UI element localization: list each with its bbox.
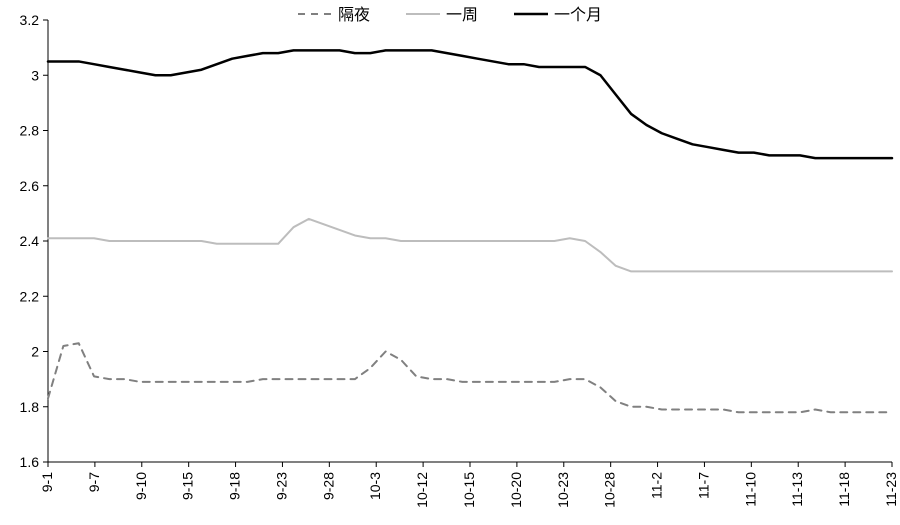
x-tick-label: 11-2	[649, 472, 665, 499]
legend: 隔夜 一周 一个月	[298, 6, 602, 24]
x-tick-label: 10-28	[602, 472, 618, 508]
y-tick-label: 2.6	[20, 178, 40, 194]
y-tick-label: 2.8	[20, 123, 40, 139]
x-tick-label: 10-3	[367, 472, 383, 500]
y-tick-label: 1.6	[20, 454, 40, 470]
x-tick-label: 11-18	[836, 472, 852, 507]
x-tick-label: 9-10	[133, 472, 149, 500]
line-chart: 1.61.822.22.42.62.833.29-19-79-109-159-1…	[0, 0, 900, 525]
y-tick-label: 2.2	[20, 288, 40, 304]
y-tick-label: 3	[31, 67, 39, 83]
x-tick-label: 11-7	[695, 472, 711, 499]
x-tick-label: 11-13	[789, 472, 805, 507]
legend-label: 隔夜	[338, 6, 370, 24]
x-tick-label: 9-18	[227, 472, 243, 500]
x-tick-label: 9-7	[86, 472, 102, 492]
legend-label: 一个月	[554, 6, 602, 24]
x-tick-label: 11-23	[883, 472, 899, 507]
x-tick-label: 9-28	[320, 472, 336, 500]
y-tick-label: 2	[31, 344, 39, 360]
chart-svg: 1.61.822.22.42.62.833.29-19-79-109-159-1…	[0, 0, 900, 525]
series-one_week	[48, 219, 892, 271]
x-axis-ticks: 9-1 9-7 9-10 9-15 9-18 9-23 9-28 10-3 10-12 10-15…	[39, 462, 899, 508]
x-tick-label: 9-15	[180, 472, 196, 500]
y-axis-ticks: 1.6 1.8 2 2.2 2.4 2.6 2.8 3 3.2	[20, 12, 48, 470]
x-tick-label: 10-15	[461, 472, 477, 508]
x-tick-label: 9-1	[39, 472, 55, 492]
x-tick-label: 10-12	[414, 472, 430, 508]
x-tick-label: 9-23	[273, 472, 289, 500]
x-tick-label: 10-20	[508, 472, 524, 508]
x-tick-label: 11-10	[742, 472, 758, 507]
y-tick-label: 1.8	[20, 399, 40, 415]
y-tick-label: 2.4	[20, 233, 40, 249]
y-tick-label: 3.2	[20, 12, 40, 28]
series-one_month	[48, 50, 892, 158]
x-tick-label: 10-23	[555, 472, 571, 508]
legend-label: 一周	[446, 7, 478, 24]
series-overnight	[48, 343, 892, 412]
